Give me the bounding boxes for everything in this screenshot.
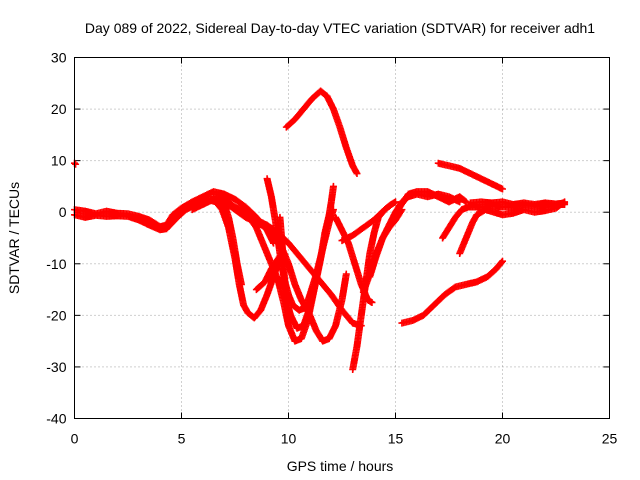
data-series (359, 206, 406, 296)
x-tick-label: 0 (71, 431, 79, 447)
data-point (387, 200, 395, 208)
data-point (392, 198, 399, 206)
data-point (498, 258, 506, 266)
data-points (71, 87, 569, 374)
axes: 0 5 10 15 20 25 -40 -30 -20 -10 0 10 20 30 (46, 50, 617, 447)
data-point (499, 257, 506, 265)
data-point (342, 270, 350, 278)
data-series (252, 252, 284, 294)
x-tick-label: 15 (388, 431, 404, 447)
data-series (282, 87, 361, 178)
data-point (353, 170, 361, 178)
data-point (275, 253, 283, 261)
y-tick-label: 0 (59, 204, 67, 220)
y-tick-label: -30 (46, 359, 66, 375)
data-point (386, 201, 394, 209)
y-tick-label: 20 (51, 101, 67, 117)
data-point (72, 160, 80, 168)
y-tick-label: 30 (51, 50, 67, 66)
data-series (434, 159, 506, 193)
data-point (462, 198, 470, 206)
y-tick-label: -40 (46, 411, 66, 427)
x-tick-label: 5 (178, 431, 186, 447)
y-tick-label: 10 (51, 153, 67, 169)
data-series (396, 188, 470, 211)
x-axis-label: GPS time / hours (287, 458, 394, 474)
data-series (456, 198, 569, 257)
data-series (466, 198, 569, 208)
x-tick-label: 20 (495, 431, 511, 447)
data-series (188, 195, 245, 288)
data-series (338, 200, 395, 245)
grid (74, 57, 610, 419)
data-point (561, 199, 569, 207)
data-point (329, 206, 337, 214)
data-series (276, 206, 337, 332)
data-point (329, 182, 337, 190)
data-series (398, 257, 506, 327)
data-point (237, 280, 245, 288)
y-tick-label: -20 (46, 307, 66, 323)
plot-frame (74, 57, 610, 419)
y-tick-label: -10 (46, 256, 66, 272)
y-axis-label: SDTVAR / TECUs (6, 182, 22, 294)
data-point (461, 197, 469, 205)
chart-title: Day 089 of 2022, Sidereal Day-to-day VTE… (85, 20, 595, 36)
data-point (276, 252, 284, 260)
data-point (368, 298, 376, 306)
x-tick-label: 25 (602, 431, 618, 447)
x-tick-label: 10 (281, 431, 297, 447)
data-point (499, 185, 506, 193)
